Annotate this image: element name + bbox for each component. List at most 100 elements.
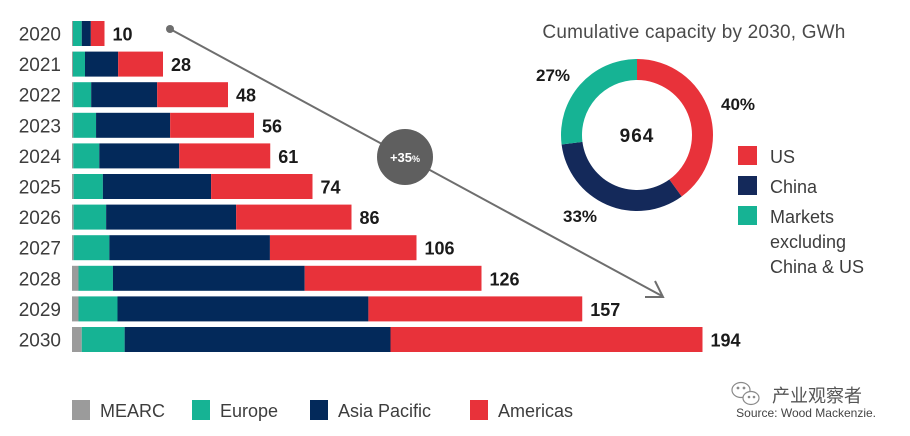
year-label: 2022: [19, 86, 61, 107]
year-label: 2026: [19, 208, 61, 229]
donut-slice-us: [637, 59, 714, 197]
bar-segment-asia-pacific: [102, 174, 212, 199]
growth-arrow-head-icon: [645, 280, 665, 298]
year-label: 2030: [19, 331, 61, 352]
bar-segment-mearc: [72, 112, 74, 138]
bar-segment-mearc: [72, 327, 82, 352]
bar-segment-europe: [72, 51, 85, 77]
legend-item-europe: Europe: [192, 400, 278, 421]
growth-badge-text: +35%: [390, 150, 420, 165]
bar-row-2030: 2030 194: [19, 327, 741, 352]
bar-segment-americas: [211, 174, 313, 199]
bar-total-label: 10: [113, 25, 133, 45]
donut-legend-swatch: [738, 146, 757, 165]
bar-segment-mearc: [72, 235, 74, 261]
bar-segment-americas: [390, 327, 703, 352]
legend-swatch: [470, 400, 488, 420]
bar-segment-europe: [78, 296, 118, 322]
bar-row-2028: 2028 126: [19, 265, 520, 291]
bar-segment-europe: [73, 204, 107, 230]
bar-segment-europe: [73, 82, 92, 108]
bar-total-label: 194: [711, 331, 741, 351]
bar-row-2025: 2025 74: [19, 174, 341, 199]
legend-swatch: [192, 400, 210, 420]
donut-title: Cumulative capacity by 2030, GWh: [542, 22, 845, 43]
bar-row-2024: 2024 61: [19, 143, 298, 169]
year-label: 2029: [19, 300, 61, 321]
bar-segment-asia-pacific: [106, 204, 237, 230]
bar-segment-asia-pacific: [91, 82, 158, 108]
donut-legend-swatch: [738, 176, 757, 195]
donut-legend: US China Markets excluding China & US: [738, 146, 864, 277]
donut-pct-us: 40%: [721, 95, 755, 114]
bar-total-label: 28: [171, 55, 191, 75]
legend-item-asia-pacific: Asia Pacific: [310, 400, 431, 421]
bar-segment-asia-pacific: [81, 21, 91, 46]
year-label: 2021: [19, 55, 61, 76]
bar-segment-asia-pacific: [109, 235, 270, 261]
bar-segment-asia-pacific: [112, 265, 305, 291]
bar-total-label: 56: [262, 116, 282, 136]
donut-slices: [561, 59, 714, 211]
bar-segment-americas: [269, 235, 417, 261]
bar-segment-europe: [78, 265, 113, 291]
donut-legend-label: China & US: [770, 257, 864, 277]
donut-legend-item: China: [738, 176, 818, 197]
bar-segment-mearc: [72, 174, 74, 199]
legend-label: MEARC: [100, 401, 165, 421]
donut-slice-china: [561, 141, 682, 211]
donut-legend-swatch: [738, 206, 757, 225]
stacked-bar-chart: 2020 10 2021 28 2022 48 2023 56 2024 61 2025 74 2026…: [19, 21, 741, 352]
donut-legend-label: China: [770, 177, 818, 197]
year-label: 2028: [19, 269, 61, 290]
bar-segment-mearc: [72, 143, 74, 169]
wechat-icon: [731, 381, 760, 406]
growth-arrow-start-dot: [166, 25, 174, 33]
source-note: Source: Wood Mackenzie.: [736, 406, 876, 420]
donut-center-label: 964: [620, 126, 655, 147]
growth-arrow: +35%: [166, 25, 665, 298]
bar-segment-europe: [73, 143, 100, 169]
donut-chart: Cumulative capacity by 2030, GWh 964 40%…: [536, 22, 845, 226]
bar-segment-mearc: [72, 21, 73, 46]
bar-row-2020: 2020 10: [19, 21, 133, 46]
bar-segment-americas: [170, 112, 254, 138]
bar-segment-mearc: [72, 296, 79, 322]
bar-segment-asia-pacific: [117, 296, 369, 322]
bar-row-2022: 2022 48: [19, 82, 256, 108]
bar-segment-europe: [73, 235, 110, 261]
year-label: 2024: [19, 147, 62, 168]
bar-segment-asia-pacific: [99, 143, 180, 169]
bar-total-label: 74: [321, 178, 341, 198]
bar-total-label: 48: [236, 86, 256, 106]
bar-segment-asia-pacific: [96, 112, 171, 138]
donut-slice-markets-excluding-china-us: [561, 59, 637, 145]
year-label: 2025: [19, 178, 61, 199]
bar-segment-mearc: [72, 51, 73, 77]
donut-legend-label: excluding: [770, 232, 846, 252]
bar-legend: MEARC Europe Asia Pacific Americas: [72, 400, 573, 421]
donut-legend-label: US: [770, 147, 795, 167]
growth-badge: [377, 129, 433, 185]
donut-legend-item: Markets excluding China & US: [738, 206, 864, 277]
legend-label: Americas: [498, 401, 573, 421]
bar-row-2027: 2027 106: [19, 235, 455, 261]
bar-segment-europe: [73, 174, 103, 199]
bar-segment-americas: [90, 21, 105, 46]
bar-segment-mearc: [72, 204, 74, 230]
legend-swatch: [72, 400, 90, 420]
bar-segment-asia-pacific: [124, 327, 391, 352]
legend-label: Asia Pacific: [338, 401, 431, 421]
year-label: 2027: [19, 239, 61, 260]
bar-total-label: 157: [590, 300, 620, 320]
legend-item-mearc: MEARC: [72, 400, 165, 421]
donut-pct-china: 33%: [563, 207, 597, 226]
watermark-text: 产业观察者: [772, 386, 862, 406]
bar-total-label: 61: [278, 147, 298, 167]
bar-segment-americas: [118, 51, 163, 77]
bar-segment-europe: [72, 21, 82, 46]
legend-item-americas: Americas: [470, 400, 573, 421]
bar-segment-mearc: [72, 265, 79, 291]
bar-segment-europe: [73, 112, 97, 138]
